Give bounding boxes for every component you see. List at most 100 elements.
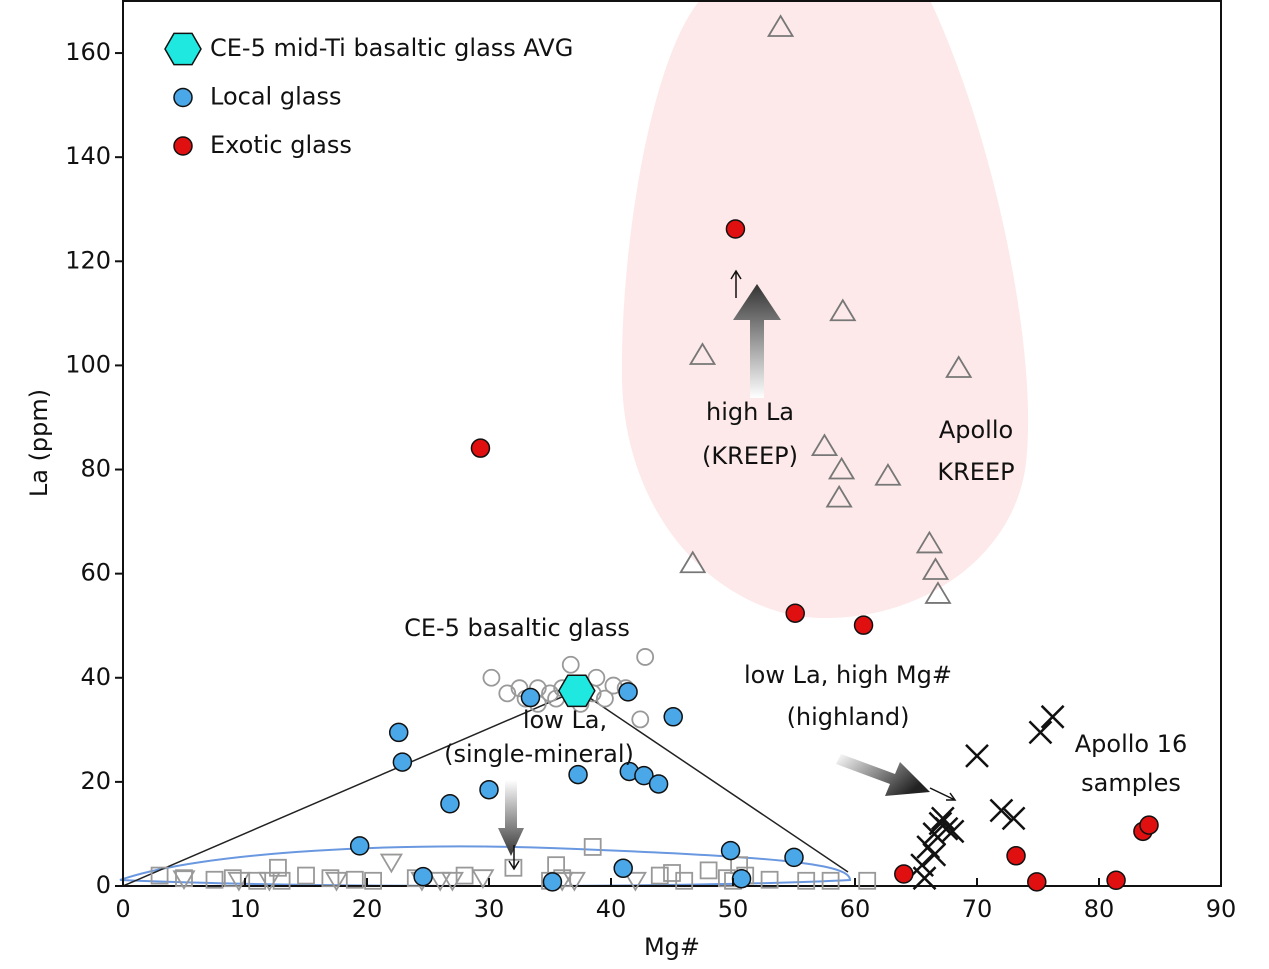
legend-label: Local glass [210,83,341,111]
square-marker [321,869,340,888]
plot-frame [122,0,1222,887]
circle-marker [1139,815,1159,835]
triangle-marker [924,581,952,604]
annotation: Apollo 16 [1075,730,1188,758]
open-circle-marker [636,648,655,666]
x-tick-label: 80 [1084,895,1115,923]
square-marker [297,866,315,885]
square-marker [797,871,816,890]
circle-marker [392,752,413,772]
triangle-marker [915,530,944,554]
circle-marker [731,868,752,889]
x-tick-label: 70 [962,895,993,923]
x-tick-label: 10 [230,895,261,923]
circle-marker [470,438,491,458]
circle-marker [634,765,654,786]
x-marker [989,798,1014,823]
square-marker [150,866,169,885]
square-marker [821,871,840,890]
open-circle-marker [561,655,580,674]
circle-marker [542,872,563,892]
circle-marker [720,840,741,861]
circle-marker [440,793,460,814]
x-marker [922,842,947,867]
x-tick-label: 60 [840,895,871,923]
x-marker [1001,806,1026,831]
annotation: (KREEP) [702,442,798,470]
hexagon-marker [557,674,596,708]
triangle-marker [688,342,717,365]
x-tick-label: 20 [352,895,383,923]
x-marker [930,806,955,831]
triangle-marker [829,298,857,322]
legend-marker [173,87,193,108]
triangle-marker [679,550,707,574]
square-marker [223,869,242,888]
circle-marker [894,864,914,884]
open-circle-marker [510,679,529,698]
square-marker [583,838,602,856]
circle-marker [568,764,588,785]
inverted-triangle-marker [379,853,403,874]
legend-marker [164,32,202,66]
triangle-marker [921,557,950,580]
open-circle-marker [482,668,501,687]
y-tick-label: 100 [65,350,111,378]
arrow-diagonal [836,754,930,796]
circle-marker [520,687,541,708]
annotation: (single-mineral) [444,740,634,768]
inverted-triangle-marker [324,871,349,892]
annotation: samples [1081,769,1181,797]
circle-marker [613,858,633,879]
annotation: (highland) [787,703,910,731]
x-tick-label: 0 [115,895,130,923]
y-tick-label: 20 [80,767,111,795]
circle-marker [663,707,683,727]
legend-label: Exotic glass [210,131,352,159]
circle-marker [648,774,669,794]
triangle-marker [945,355,973,378]
x-marker [912,866,937,891]
triangle-marker [825,484,853,508]
open-circle-marker [596,689,614,708]
y-tick-label: 160 [65,38,111,66]
annotation: KREEP [937,458,1014,486]
arrow-diagonal-small [929,787,957,801]
open-circle-marker [631,710,650,729]
circle-marker [785,603,805,623]
square-marker [699,861,718,880]
x-tick-label: 50 [718,895,749,923]
square-marker [675,871,694,890]
annotation: CE-5 basaltic glass [404,614,630,642]
arrow-up [733,284,781,398]
annotation: low La, high Mg# [744,661,952,689]
square-marker [248,871,267,890]
kreep-region [621,0,1029,619]
square-marker [272,871,291,890]
circle-marker [413,866,433,887]
triangle-marker [810,433,839,457]
square-marker [650,866,669,885]
circle-marker [1006,846,1026,866]
open-circle-marker [498,684,517,703]
circle-marker [388,722,409,743]
y-tick-label: 120 [65,246,111,274]
circle-marker [479,779,499,800]
arrow-down [498,780,524,856]
inverted-triangle-marker [471,869,495,889]
square-marker [364,871,383,890]
circle-marker [853,615,874,635]
y-tick-label: 0 [96,871,111,899]
circle-marker [349,836,370,856]
annotation: Apollo [939,416,1013,444]
arrow-down-small [508,845,520,871]
inverted-triangle-marker [227,871,251,892]
y-tick-label: 60 [80,559,111,587]
x-tick-label: 30 [474,895,505,923]
x-marker [1040,704,1065,729]
square-marker [760,870,779,889]
square-marker [175,869,193,888]
y-tick-label: 140 [65,142,111,170]
